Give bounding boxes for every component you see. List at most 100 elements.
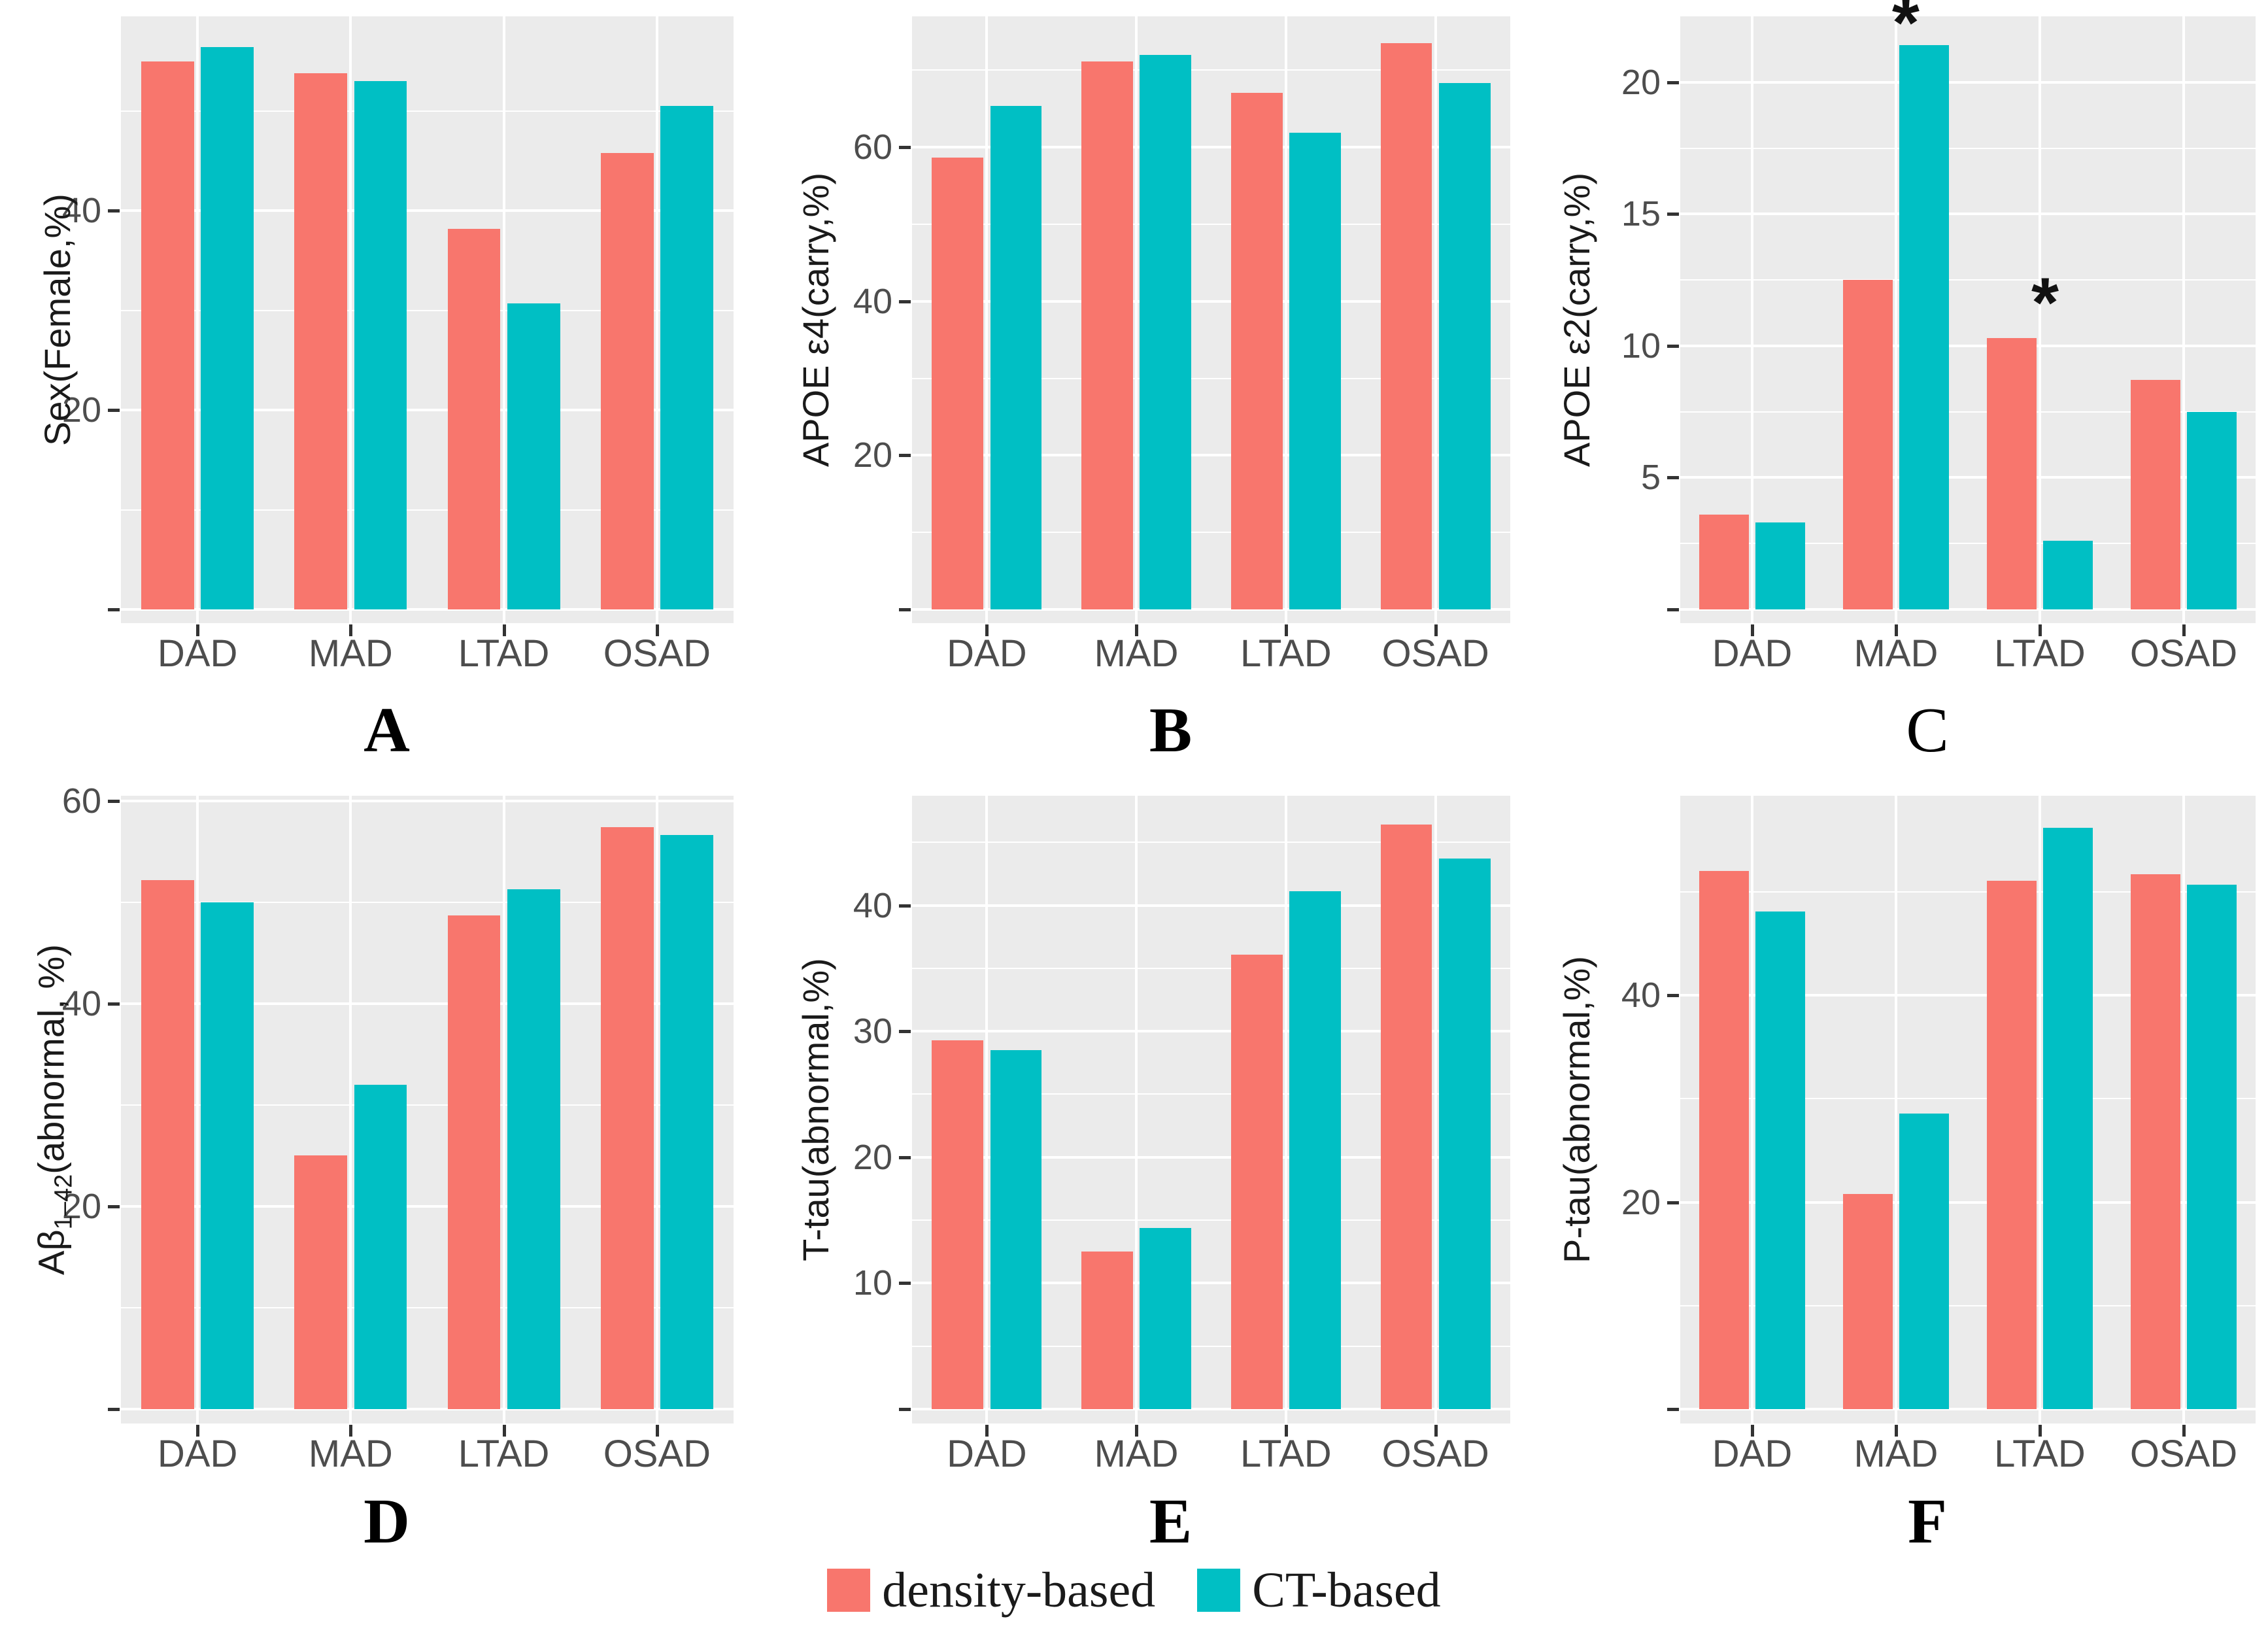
panel-A-bar-ct-MAD xyxy=(354,81,407,609)
panel-F-bar-ct-OSAD xyxy=(2186,885,2237,1409)
panel-D-ytick-label: 40 xyxy=(61,983,101,1023)
panel-A-xtick-label-DAD: DAD xyxy=(157,632,238,675)
panel-C-ytick-label: 10 xyxy=(1621,326,1661,366)
panel-E-ytick-mark xyxy=(899,1155,911,1159)
panel-F-xtick-mark xyxy=(2182,1425,2186,1437)
panel-C-bar-ct-DAD xyxy=(1755,522,1805,609)
panel-A-xtick-mark xyxy=(196,624,200,636)
panel-B-vertical-gridline xyxy=(1434,16,1437,623)
panel-D-minor-gridline xyxy=(121,901,734,903)
panel-B-bar-density-LTAD xyxy=(1230,92,1283,609)
panel-C-bar-density-OSAD xyxy=(2131,380,2181,609)
panel-C-vertical-gridline xyxy=(1895,16,1897,623)
panel-B-xtick-label-OSAD: OSAD xyxy=(1381,632,1489,675)
panel-E-xtick-mark xyxy=(1135,1425,1139,1437)
panel-C-minor-gridline xyxy=(1680,543,2256,545)
panel-C-bar-ct-OSAD xyxy=(2186,411,2237,609)
panel-F-major-gridline xyxy=(1680,1201,2256,1204)
panel-B-ytick-mark xyxy=(899,454,911,458)
panel-F-bar-ct-MAD xyxy=(1899,1113,1949,1409)
panel-B-bar-ct-LTAD xyxy=(1289,132,1341,609)
panel-C-ytick-label: 15 xyxy=(1621,194,1661,234)
panel-C-minor-gridline xyxy=(1680,279,2256,281)
panel-B-ytick-mark xyxy=(899,146,911,150)
panel-A-major-gridline xyxy=(121,608,734,611)
panel-C-major-gridline xyxy=(1680,213,2256,216)
panel-C-xtick-mark xyxy=(1751,624,1754,636)
panel-D-ytick-mark xyxy=(108,1002,120,1006)
panel-E-bar-ct-MAD xyxy=(1140,1227,1192,1409)
panel-D-xtick-mark xyxy=(349,1425,353,1437)
panel-E-vertical-gridline xyxy=(1434,796,1437,1423)
panel-B-major-gridline xyxy=(912,608,1510,611)
panel-A-vertical-gridline xyxy=(655,16,658,623)
legend: density-based CT-based xyxy=(0,1558,2268,1623)
panel-E-bar-density-LTAD xyxy=(1230,954,1283,1409)
panel-D-bar-ct-OSAD xyxy=(660,835,713,1409)
panel-D-major-gridline xyxy=(121,799,734,802)
panel-B-xtick-label-MAD: MAD xyxy=(1094,632,1179,675)
panel-E-major-gridline xyxy=(912,1282,1510,1285)
panel-C-ytick-label: 5 xyxy=(1640,458,1661,498)
panel-A-minor-gridline xyxy=(121,309,734,311)
panel-C-minor-gridline xyxy=(1680,411,2256,413)
panel-E-xtick-mark xyxy=(1434,1425,1438,1437)
panel-A-minor-gridline xyxy=(121,110,734,112)
panel-C-vertical-gridline xyxy=(2039,16,2041,623)
panel-B-major-gridline xyxy=(912,454,1510,457)
legend-label-density: density-based xyxy=(882,1563,1156,1618)
panel-E-bar-density-OSAD xyxy=(1380,825,1432,1409)
panel-C-xtick-label-DAD: DAD xyxy=(1712,632,1793,675)
panel-A-xtick-mark xyxy=(655,624,659,636)
panel-F-xtick-label-MAD: MAD xyxy=(1853,1433,1938,1475)
panel-C-ytick-mark xyxy=(1667,476,1679,480)
panel-B-minor-gridline xyxy=(912,377,1510,379)
panel-A-minor-gridline xyxy=(121,509,734,511)
panel-D-major-gridline xyxy=(121,1204,734,1208)
panel-E-minor-gridline xyxy=(912,1093,1510,1095)
panel-F-major-gridline xyxy=(1680,1408,2256,1410)
panel-D-bar-ct-MAD xyxy=(354,1084,407,1409)
panel-D-vertical-gridline xyxy=(502,796,505,1423)
panel-A-bar-density-DAD xyxy=(141,61,194,609)
panel-C-xtick-label-LTAD: LTAD xyxy=(1994,632,2086,675)
panel-B-bar-density-DAD xyxy=(932,157,984,609)
panel-E-vertical-gridline xyxy=(985,796,989,1423)
panel-B-vertical-gridline xyxy=(1135,16,1138,623)
panel-C-major-gridline xyxy=(1680,476,2256,479)
legend-item-density: density-based xyxy=(827,1561,1155,1620)
panel-E-xtick-mark xyxy=(985,1425,989,1437)
panel-B-ytick-label: 40 xyxy=(853,281,892,321)
panel-D-xtick-mark xyxy=(196,1425,200,1437)
panel-A-bar-density-LTAD xyxy=(447,228,501,609)
panel-A-major-gridline xyxy=(121,409,734,412)
panel-E-minor-gridline xyxy=(912,1219,1510,1221)
panel-C-letter: C xyxy=(1906,695,1949,766)
panel-E-vertical-gridline xyxy=(1135,796,1138,1423)
panel-C-xtick-mark xyxy=(2182,624,2186,636)
panel-D-vertical-gridline xyxy=(655,796,658,1423)
panel-E-bar-ct-LTAD xyxy=(1289,891,1341,1409)
panel-C-significance-asterisk-MAD: * xyxy=(1891,0,1920,62)
panel-D-major-gridline xyxy=(121,1002,734,1005)
panel-E-minor-gridline xyxy=(912,1345,1510,1347)
panel-A-vertical-gridline xyxy=(196,16,199,623)
panel-A-ytick-mark xyxy=(108,209,120,213)
panel-F-ytick-label: 40 xyxy=(1621,976,1661,1015)
panel-F-ytick-mark xyxy=(1667,1408,1679,1411)
panel-B-letter: B xyxy=(1149,695,1193,766)
panel-C-significance-asterisk-LTAD: * xyxy=(2031,262,2059,342)
panel-B-minor-gridline xyxy=(912,532,1510,534)
panel-D-ytick-label: 20 xyxy=(61,1186,101,1226)
panel-D-major-gridline xyxy=(121,1408,734,1410)
panel-B-bar-density-MAD xyxy=(1081,61,1133,609)
panel-C-vertical-gridline xyxy=(2182,16,2185,623)
panel-E-bar-ct-OSAD xyxy=(1438,859,1491,1409)
panel-C-vertical-gridline xyxy=(1751,16,1753,623)
panel-D-xtick-label-OSAD: OSAD xyxy=(603,1433,711,1475)
panel-F-ytick-label: 20 xyxy=(1621,1182,1661,1222)
legend-item-ct: CT-based xyxy=(1197,1561,1441,1620)
panel-F-xtick-label-DAD: DAD xyxy=(1712,1433,1793,1475)
panel-C-ytick-label: 20 xyxy=(1621,62,1661,102)
panel-C-major-gridline xyxy=(1680,344,2256,347)
